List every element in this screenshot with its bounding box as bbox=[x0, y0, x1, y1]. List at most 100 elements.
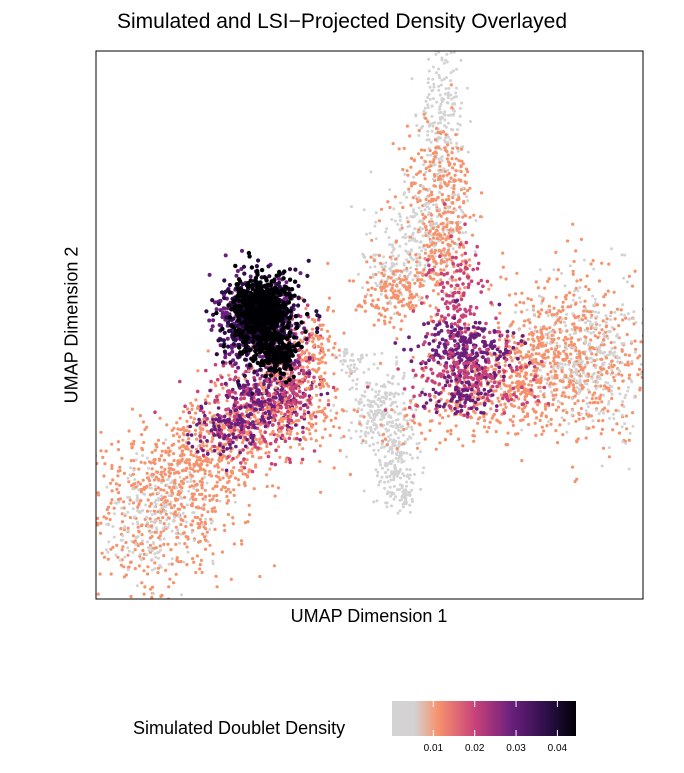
scatter-point bbox=[412, 215, 416, 218]
scatter-point bbox=[233, 500, 237, 504]
scatter-point bbox=[381, 466, 384, 470]
scatter-point bbox=[436, 215, 440, 218]
scatter-point bbox=[424, 116, 428, 120]
scatter-point bbox=[111, 525, 115, 528]
scatter-point bbox=[417, 134, 421, 137]
scatter-point bbox=[287, 428, 291, 432]
scatter-point bbox=[205, 456, 209, 460]
scatter-point bbox=[377, 219, 382, 223]
scatter-point bbox=[173, 478, 177, 482]
scatter-point bbox=[408, 468, 412, 472]
scatter-point bbox=[429, 233, 433, 237]
scatter-point bbox=[626, 363, 630, 367]
scatter-point bbox=[442, 260, 446, 264]
scatter-point bbox=[366, 411, 370, 415]
scatter-point bbox=[96, 454, 97, 458]
scatter-point bbox=[204, 401, 208, 406]
scatter-point bbox=[238, 450, 242, 455]
scatter-point bbox=[341, 409, 346, 413]
scatter-point bbox=[406, 422, 410, 426]
scatter-point bbox=[402, 459, 406, 463]
scatter-point bbox=[370, 400, 374, 404]
scatter-point bbox=[422, 163, 425, 167]
scatter-point bbox=[169, 467, 173, 471]
scatter-point bbox=[355, 387, 359, 391]
scatter-point bbox=[201, 448, 205, 453]
scatter-point bbox=[303, 392, 307, 397]
scatter-point bbox=[447, 243, 451, 247]
scatter-point bbox=[439, 261, 443, 265]
scatter-point bbox=[178, 379, 182, 384]
scatter-point bbox=[449, 231, 453, 235]
scatter-point bbox=[254, 385, 258, 390]
scatter-point bbox=[433, 251, 437, 255]
scatter-point bbox=[157, 550, 161, 554]
scatter-point bbox=[432, 97, 435, 101]
scatter-point bbox=[452, 96, 456, 99]
scatter-point bbox=[398, 227, 402, 231]
scatter-point bbox=[527, 383, 531, 387]
scatter-point bbox=[325, 391, 330, 396]
scatter-point bbox=[452, 112, 456, 116]
scatter-point bbox=[268, 467, 272, 471]
scatter-point bbox=[490, 365, 494, 369]
scatter-point bbox=[198, 517, 202, 522]
scatter-point bbox=[247, 369, 251, 373]
scatter-point bbox=[445, 258, 449, 262]
scatter-point bbox=[551, 397, 556, 402]
scatter-point bbox=[664, 417, 667, 420]
scatter-point bbox=[244, 461, 248, 465]
scatter-point bbox=[236, 428, 240, 432]
scatter-point bbox=[534, 378, 539, 382]
scatter-point bbox=[590, 352, 594, 356]
scatter-point bbox=[271, 395, 276, 399]
scatter-point bbox=[433, 150, 437, 154]
scatter-point bbox=[298, 406, 303, 411]
scatter-point bbox=[599, 409, 603, 413]
scatter-point bbox=[565, 430, 569, 434]
scatter-point bbox=[161, 516, 165, 520]
scatter-point bbox=[555, 312, 559, 316]
scatter-point bbox=[372, 448, 376, 452]
scatter-point bbox=[211, 421, 216, 425]
scatter-point bbox=[552, 364, 555, 368]
scatter-point bbox=[577, 349, 581, 353]
scatter-point bbox=[417, 422, 421, 426]
scatter-point bbox=[562, 349, 566, 353]
scatter-point bbox=[380, 403, 383, 407]
scatter-point bbox=[586, 388, 590, 392]
scatter-point bbox=[216, 465, 220, 469]
scatter-point bbox=[148, 536, 152, 540]
scatter-point bbox=[397, 147, 401, 151]
scatter-point bbox=[301, 368, 306, 373]
scatter-point bbox=[188, 498, 192, 501]
scatter-point bbox=[614, 408, 618, 412]
scatter-point bbox=[190, 407, 194, 411]
scatter-point bbox=[403, 191, 407, 195]
scatter-point bbox=[301, 430, 305, 435]
scatter-point bbox=[622, 341, 626, 345]
scatter-point bbox=[399, 425, 403, 429]
scatter-point bbox=[476, 417, 481, 421]
scatter-point bbox=[121, 545, 125, 549]
scatter-point bbox=[198, 439, 203, 443]
scatter-point bbox=[439, 83, 443, 87]
scatter-point bbox=[389, 276, 393, 280]
scatter-point bbox=[390, 472, 394, 476]
scatter-point bbox=[262, 379, 267, 383]
scatter-point bbox=[216, 377, 220, 382]
scatter-point bbox=[595, 315, 599, 319]
scatter-point bbox=[555, 373, 559, 377]
scatter-point bbox=[449, 71, 453, 75]
scatter-point bbox=[231, 395, 235, 400]
scatter-point bbox=[526, 297, 530, 301]
scatter-point bbox=[602, 361, 606, 365]
scatter-point bbox=[117, 491, 121, 495]
scatter-point bbox=[174, 513, 178, 517]
scatter-point bbox=[195, 455, 199, 459]
scatter-point bbox=[171, 434, 176, 438]
scatter-point bbox=[448, 38, 451, 41]
scatter-point bbox=[289, 401, 294, 406]
scatter-point bbox=[363, 301, 367, 305]
scatter-point bbox=[393, 463, 397, 467]
